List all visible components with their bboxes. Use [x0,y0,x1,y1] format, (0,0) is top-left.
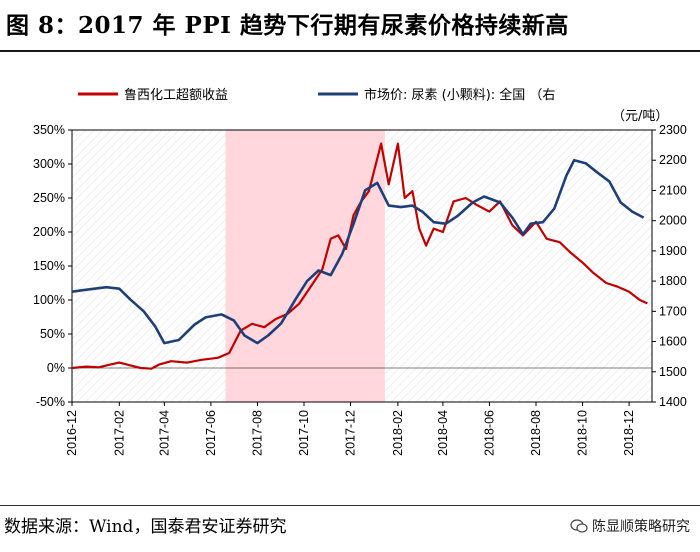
right-axis-unit: （元/吨） [612,109,668,124]
legend-label-series1: 鲁西化工超额收益 [124,88,228,103]
x-tick-label: 2017-06 [204,410,218,456]
y-right-tick-label: 1900 [659,244,687,258]
shaded-period [225,130,385,402]
y-left-tick-label: 150% [33,259,65,273]
wechat-icon [570,519,588,533]
y-left-tick-label: 100% [33,293,65,307]
x-tick-label: 2018-10 [576,410,590,456]
y-left-tick-label: 200% [33,225,65,239]
y-right-tick-label: 1700 [659,304,687,318]
legend-label-series2: 市场价: 尿素 (小颗料): 全国 （右 [364,87,555,103]
y-left-tick-label: -50% [36,395,65,409]
chart: 鲁西化工超额收益 市场价: 尿素 (小颗料): 全国 （右 （元/吨） -50%… [33,87,687,456]
y-left-tick-label: 0% [47,361,65,375]
x-tick-label: 2017-08 [250,410,264,456]
x-tick-label: 2017-02 [112,410,126,456]
watermark: 陈显顺策略研究 [570,516,690,536]
y-left-tick-label: 300% [33,157,65,171]
title-divider [0,50,700,52]
source-note: 数据来源：Wind，国泰君安证券研究 [4,517,287,537]
y-right-tick-label: 1500 [659,365,687,379]
x-tick-label: 2018-02 [391,410,405,456]
y-left-tick-label: 250% [33,191,65,205]
plot-area: -50% 0% 50% 100% 150% 200% 250% 300% 350% 1400 150… [33,123,687,456]
y-right-tick-label: 2100 [659,183,687,197]
legend: 鲁西化工超额收益 市场价: 尿素 (小颗料): 全国 （右 （元/吨） [78,87,668,124]
y-right-tick-label: 2000 [659,214,687,228]
x-tick-label: 2017-10 [297,410,311,456]
x-tick-label: 2017-04 [157,410,171,456]
x-tick-label: 2016-12 [65,410,79,456]
series-line-excess-return [71,142,648,370]
watermark-text: 陈显顺策略研究 [592,519,690,535]
y-right-tick-label: 1600 [659,335,687,349]
x-tick-label: 2018-04 [436,410,450,456]
series-line-urea-price [71,158,645,345]
y-right-tick-label: 1800 [659,274,687,288]
x-tick-label: 2018-06 [482,410,496,456]
chart-title: 图 8：2017 年 PPI 趋势下行期有尿素价格持续新高 [6,6,696,46]
x-tick-label: 2018-12 [622,410,636,456]
y-left-tick-label: 50% [40,327,65,341]
source-divider [0,505,700,506]
x-tick-label: 2018-08 [529,410,543,456]
y-right-tick-label: 2200 [659,153,687,167]
y-right-tick-label: 2300 [659,123,687,137]
y-right-tick-label: 1400 [659,395,687,409]
y-left-tick-label: 350% [33,123,65,137]
x-tick-label: 2017-12 [344,410,358,456]
